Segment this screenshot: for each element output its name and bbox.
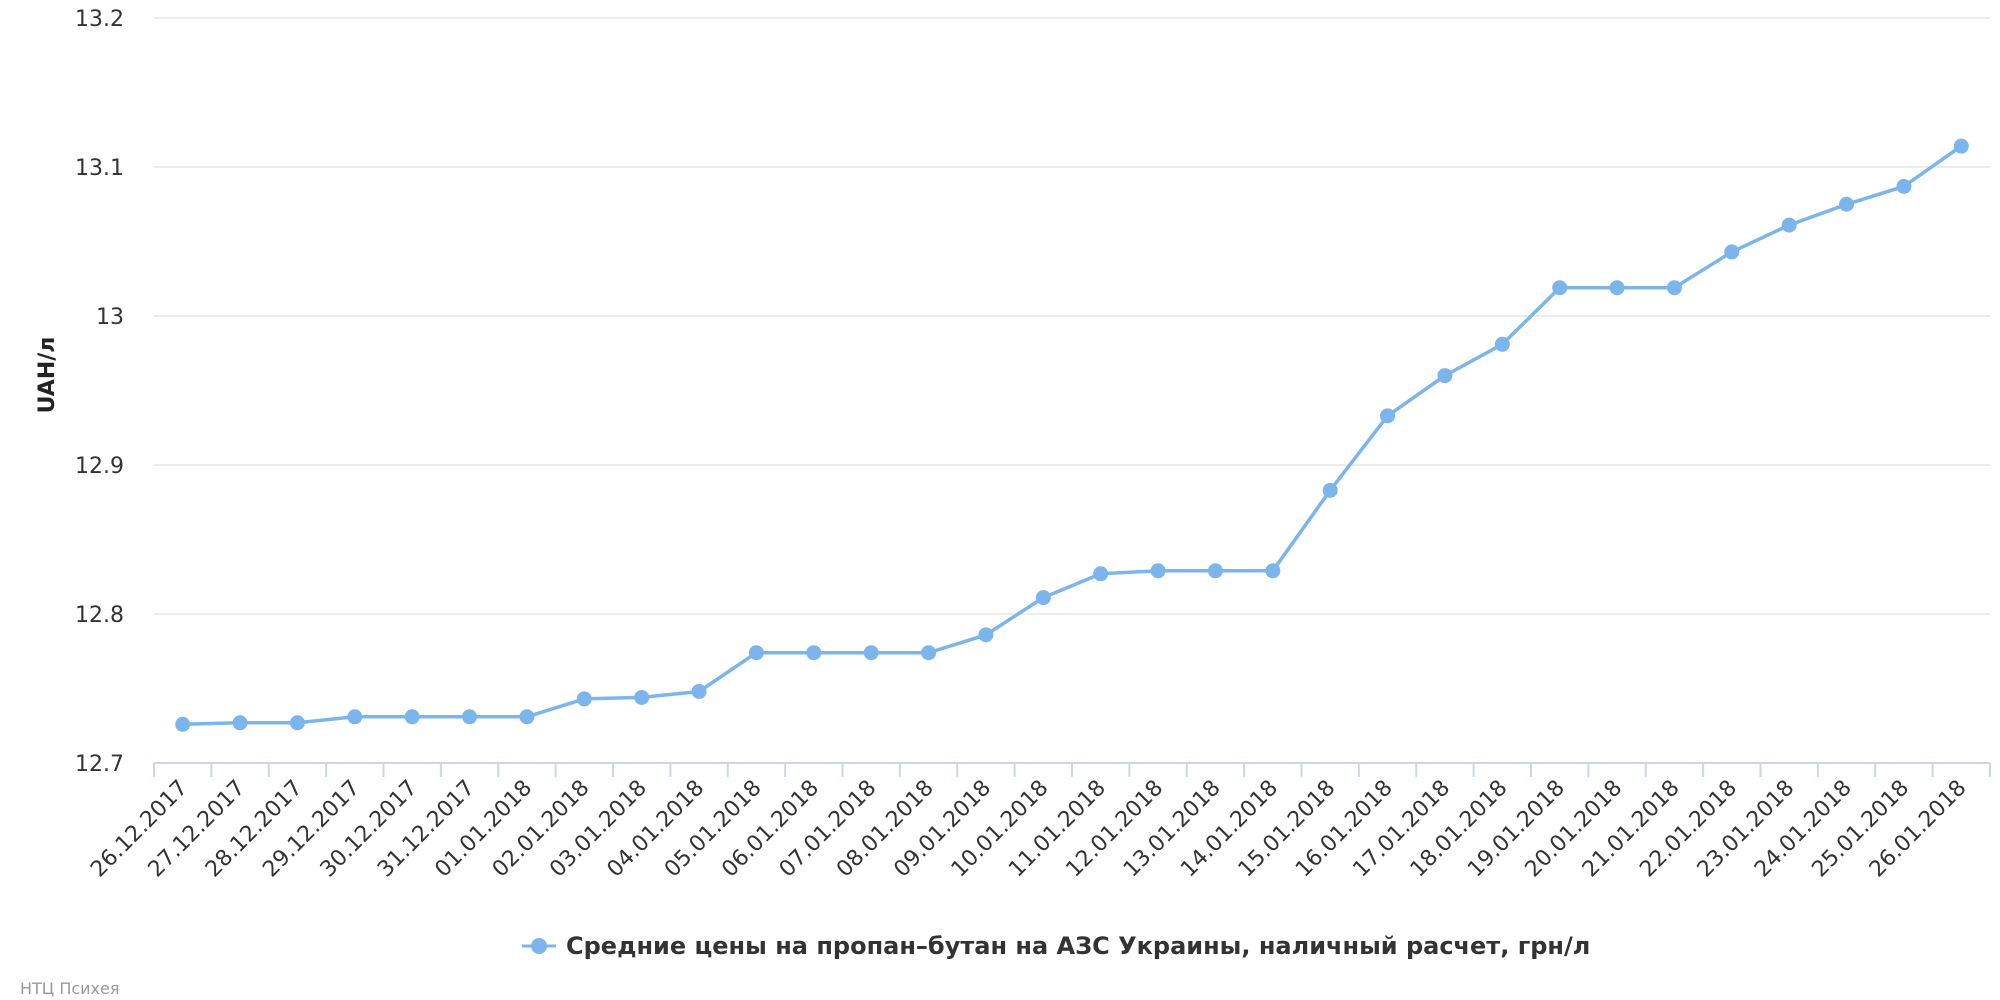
y-tick-label: 13.2	[75, 7, 124, 32]
data-point[interactable]	[404, 709, 420, 725]
credits[interactable]: НТЦ Психея	[20, 979, 119, 998]
series-points	[175, 138, 1969, 732]
data-point[interactable]	[634, 689, 650, 705]
data-point[interactable]	[1494, 336, 1510, 352]
y-axis-label: UAH/л	[35, 337, 60, 414]
data-point[interactable]	[1724, 244, 1740, 260]
data-point[interactable]	[1666, 280, 1682, 296]
data-point[interactable]	[1093, 566, 1109, 582]
y-axis-ticks: 12.7 12.8 12.9 13 13.1 13.2	[75, 7, 124, 777]
data-point[interactable]	[1781, 217, 1797, 233]
data-point[interactable]	[748, 645, 764, 661]
data-point[interactable]	[347, 709, 363, 725]
grid-lines	[154, 17, 1990, 615]
data-point[interactable]	[1322, 482, 1338, 498]
data-point[interactable]	[519, 709, 535, 725]
data-point[interactable]	[1839, 196, 1855, 212]
data-point[interactable]	[1207, 563, 1223, 579]
legend[interactable]: Средние цены на пропан–бутан на АЗС Укра…	[522, 932, 1590, 960]
data-point[interactable]	[921, 645, 937, 661]
data-point[interactable]	[1552, 280, 1568, 296]
y-tick-label: 12.8	[75, 603, 124, 628]
data-point[interactable]	[232, 715, 248, 731]
data-point[interactable]	[1953, 138, 1969, 154]
data-point[interactable]	[289, 715, 305, 731]
x-axis: 26.12.201727.12.201728.12.201729.12.2017…	[86, 762, 1991, 882]
data-point[interactable]	[462, 709, 478, 725]
legend-marker-icon	[531, 938, 547, 954]
data-point[interactable]	[1380, 408, 1396, 424]
data-point[interactable]	[1150, 563, 1166, 579]
data-point[interactable]	[576, 691, 592, 707]
series-line-path	[182, 144, 1963, 727]
data-point[interactable]	[1035, 590, 1051, 606]
data-point[interactable]	[1609, 280, 1625, 296]
data-point[interactable]	[1265, 563, 1281, 579]
data-point[interactable]	[1896, 178, 1912, 194]
data-point[interactable]	[175, 716, 191, 732]
legend-label: Средние цены на пропан–бутан на АЗС Укра…	[566, 932, 1590, 960]
y-tick-label: 12.7	[75, 752, 124, 777]
series-line	[182, 144, 1963, 727]
data-point[interactable]	[806, 645, 822, 661]
y-tick-label: 13	[96, 305, 124, 330]
data-point[interactable]	[1437, 368, 1453, 384]
data-point[interactable]	[978, 627, 994, 643]
y-tick-label: 13.1	[75, 156, 124, 181]
data-point[interactable]	[691, 683, 707, 699]
y-tick-label: 12.9	[75, 454, 124, 479]
data-point[interactable]	[863, 645, 879, 661]
